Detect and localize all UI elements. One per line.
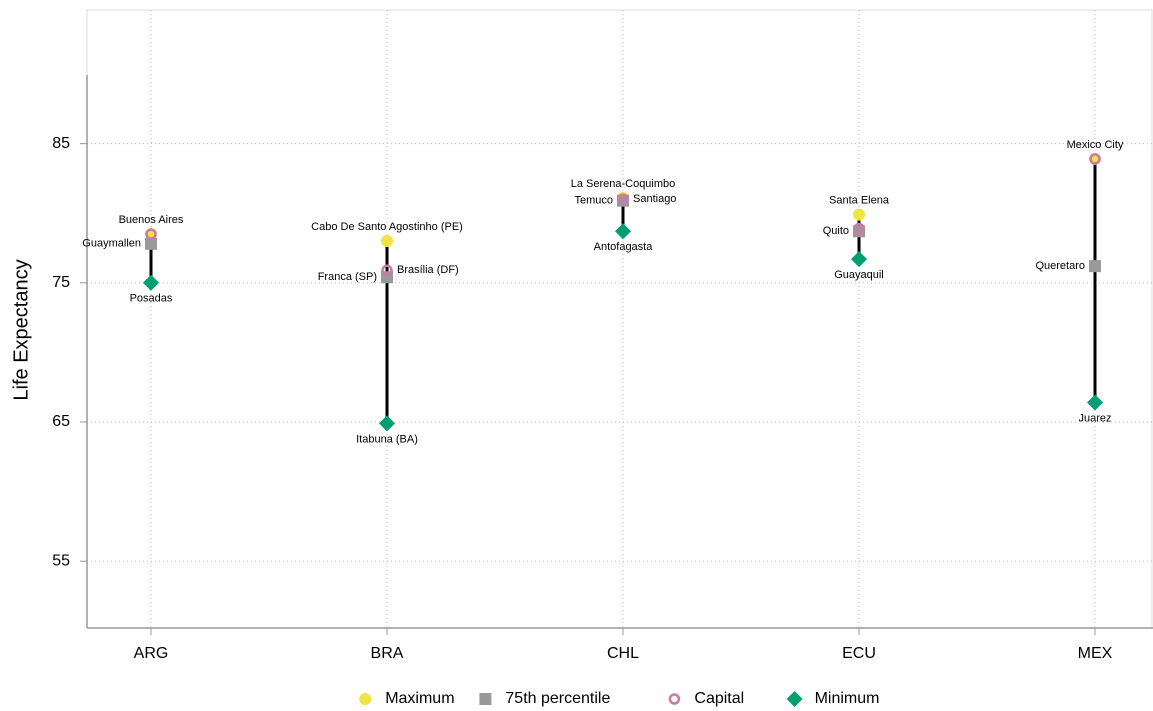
y-tick-label: 85 <box>52 135 70 152</box>
plot-frame <box>86 9 1153 629</box>
point-label: Antofagasta <box>594 241 654 253</box>
y-tick-label: 55 <box>52 552 70 569</box>
y-tick-label: 65 <box>52 413 70 430</box>
point-diamond <box>1087 394 1103 411</box>
point-diamond <box>379 415 395 432</box>
x-tick-label: CHL <box>607 645 639 662</box>
point-label: Quito <box>823 225 849 237</box>
point-label: Juarez <box>1078 412 1111 424</box>
point-label: Franca (SP) <box>318 271 377 283</box>
legend-marker <box>786 691 803 707</box>
x-tick-label: BRA <box>371 645 404 662</box>
legend-label: Minimum <box>815 690 880 707</box>
grid <box>87 10 1153 628</box>
legend-label: Capital <box>694 690 744 707</box>
point-label: Posadas <box>130 293 173 305</box>
point-label: Buenos Aires <box>119 214 184 226</box>
point-diamond <box>143 274 159 291</box>
point-label: Temuco <box>574 195 613 207</box>
point-label: Guaymallen <box>82 238 141 250</box>
point-label: Cabo De Santo Agostinho (PE) <box>311 221 463 233</box>
legend-marker <box>359 693 372 705</box>
point-label: Mexico City <box>1067 139 1124 151</box>
point-circle <box>381 235 393 248</box>
legend-marker <box>479 693 492 705</box>
legend-marker <box>668 693 681 705</box>
point-diamond <box>615 223 631 240</box>
legend-label: Maximum <box>385 690 454 707</box>
point-square <box>853 225 865 238</box>
point-ring <box>381 264 393 277</box>
x-tick-label: MEX <box>1078 645 1113 662</box>
point-square <box>145 237 157 250</box>
point-label: Guayaquil <box>834 269 884 281</box>
point-label: Itabuna (BA) <box>356 433 418 445</box>
point-label: Santa Elena <box>829 195 890 207</box>
x-tick-label: ARG <box>134 645 169 662</box>
point-diamond <box>851 251 867 268</box>
point-ring <box>1089 153 1101 165</box>
point-label: Brasília (DF) <box>397 264 459 276</box>
point-label: La Serena-Coquimbo <box>571 178 676 190</box>
point-circle <box>853 208 865 221</box>
y-axis-label: Life Expectancy <box>10 259 32 400</box>
point-label: Queretaro <box>1035 260 1085 272</box>
point-ring <box>145 228 157 240</box>
y-tick-label: 75 <box>52 274 70 291</box>
marks: Buenos Aires Cabo De Santo Agostinho (PE)… <box>82 139 1124 445</box>
legend-label: 75th percentile <box>505 690 610 707</box>
point-ring <box>617 193 629 206</box>
point-square <box>1089 260 1101 273</box>
legend: Maximum 75th percentile Capital Minimum <box>359 690 879 707</box>
point-ring <box>853 222 865 235</box>
x-tick-label: ECU <box>842 645 876 662</box>
point-label: Santiago <box>633 193 676 205</box>
